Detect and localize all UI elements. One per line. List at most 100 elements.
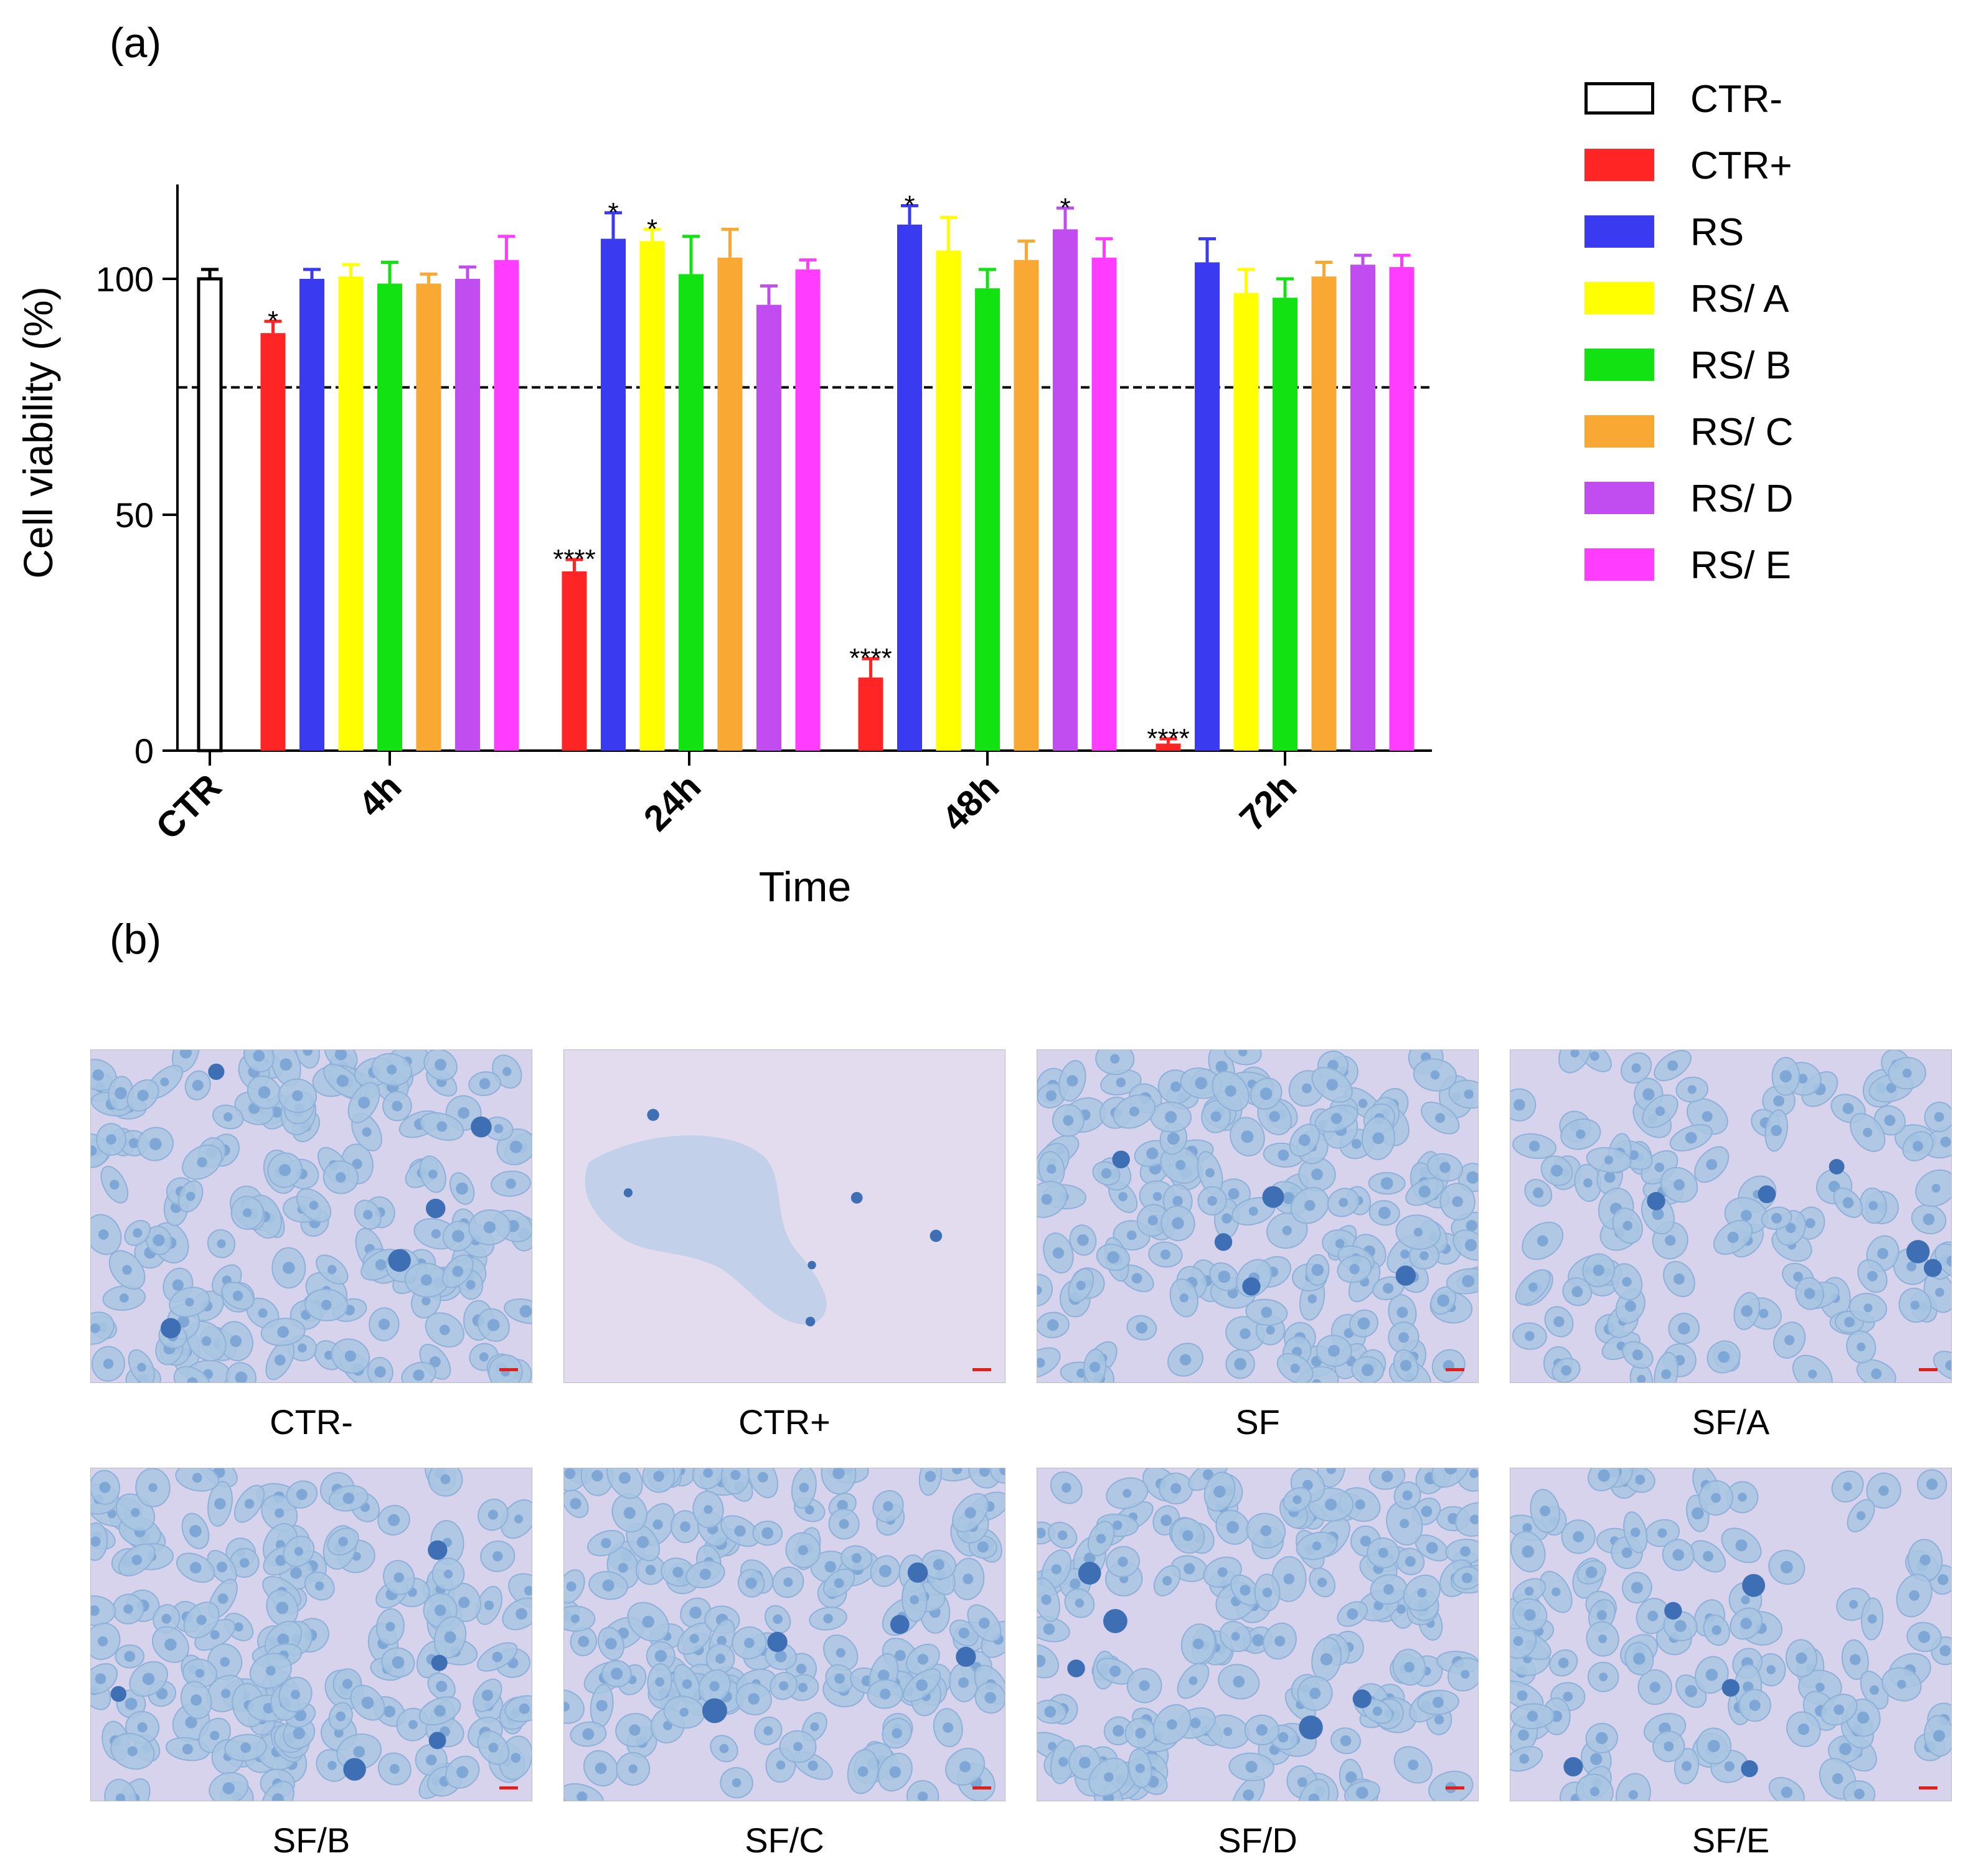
legend-swatch	[1584, 482, 1654, 514]
bar	[299, 279, 324, 751]
legend-item: RS	[1584, 200, 1933, 267]
panel-b-label: (b)	[110, 916, 162, 963]
bar	[639, 241, 665, 751]
bar	[936, 250, 961, 751]
legend-label: RS	[1690, 211, 1744, 254]
scale-bar	[1446, 1368, 1464, 1371]
micrograph-image	[1510, 1049, 1952, 1383]
significance-label: *	[904, 190, 915, 221]
micrograph-image	[1510, 1468, 1952, 1801]
legend-item: CTR+	[1584, 134, 1933, 200]
bar	[601, 238, 626, 751]
legend-swatch	[1584, 282, 1654, 314]
legend-swatch	[1584, 215, 1654, 248]
legend-label: RS/ D	[1690, 477, 1794, 520]
panel-a-label: (a)	[110, 19, 162, 67]
legend-swatch	[1584, 82, 1654, 115]
x-tick-label: 4h	[351, 766, 409, 825]
legend-swatch	[1584, 548, 1654, 581]
legend-label: CTR+	[1690, 144, 1792, 187]
significance-label: *	[647, 213, 657, 244]
bar	[717, 257, 743, 751]
micrograph-image	[90, 1049, 532, 1383]
bar	[260, 333, 286, 751]
significance-label: *	[608, 197, 618, 228]
legend-label: RS/ E	[1690, 544, 1791, 587]
micrograph-image	[1037, 1468, 1479, 1801]
micrograph-image	[563, 1049, 1005, 1383]
micrograph-image	[563, 1468, 1005, 1801]
bar	[1014, 260, 1039, 751]
bar	[1273, 298, 1297, 751]
scale-bar	[499, 1368, 518, 1371]
legend-label: RS/ A	[1690, 278, 1789, 321]
bar	[1091, 257, 1117, 751]
bar	[795, 269, 821, 751]
bar	[1311, 276, 1337, 751]
bar	[756, 304, 781, 751]
micrograph-image	[1037, 1049, 1479, 1383]
bar	[494, 260, 519, 751]
bar	[975, 288, 1000, 751]
legend-item: RS/ D	[1584, 467, 1933, 533]
bar	[1195, 262, 1220, 751]
scale-bar	[1446, 1786, 1464, 1789]
micrograph-caption: SF/E	[1692, 1821, 1770, 1860]
significance-label: *	[1060, 192, 1070, 223]
bar	[1350, 265, 1375, 751]
scale-bar	[972, 1368, 991, 1371]
bar	[1053, 229, 1078, 751]
bar	[897, 224, 922, 751]
bar	[338, 276, 364, 751]
legend-item: RS/ B	[1584, 334, 1933, 400]
micrograph-caption: SF	[1235, 1402, 1280, 1442]
legend-item: RS/ A	[1584, 267, 1933, 334]
legend-item: CTR-	[1584, 67, 1933, 134]
micrograph-caption: SF/D	[1218, 1821, 1297, 1860]
bar	[1233, 293, 1259, 751]
significance-label: ****	[849, 643, 892, 673]
micrograph-caption: SF/C	[745, 1821, 824, 1860]
legend-swatch	[1584, 415, 1654, 448]
scale-bar	[972, 1786, 991, 1789]
significance-label: *	[268, 306, 278, 336]
bar	[858, 677, 883, 751]
scale-bar	[1919, 1786, 1937, 1789]
legend-label: RS/ B	[1690, 344, 1791, 387]
x-tick-label: CTR	[148, 766, 229, 847]
bar	[455, 279, 480, 751]
legend-swatch	[1584, 149, 1654, 181]
legend-label: RS/ C	[1690, 411, 1794, 454]
micrograph-caption: CTR+	[738, 1402, 831, 1442]
bar	[562, 571, 587, 751]
micrograph-image	[90, 1468, 532, 1801]
x-tick-label: 24h	[636, 766, 709, 839]
y-tick-label: 50	[115, 495, 154, 535]
micrograph-caption: SF/B	[272, 1821, 351, 1860]
chart-legend: CTR- CTR+ RS RS/ A RS/ B RS/ C RS/ D RS/ E	[1584, 67, 1933, 600]
significance-label: ****	[553, 544, 596, 575]
significance-label: ****	[1147, 723, 1190, 754]
x-tick-label: 48h	[935, 766, 1007, 839]
chart-bars: ************** ***	[197, 190, 1415, 754]
bar	[679, 274, 704, 751]
scale-bar	[499, 1786, 518, 1789]
y-tick-label: 100	[96, 260, 154, 299]
bar	[1389, 267, 1415, 751]
legend-swatch	[1584, 349, 1654, 381]
scale-bar	[1919, 1368, 1937, 1371]
bar	[377, 283, 402, 751]
micrograph-caption: SF/A	[1692, 1402, 1770, 1442]
x-tick-label: 72h	[1232, 766, 1305, 839]
bar	[1156, 743, 1181, 751]
x-axis-label: Time	[759, 863, 852, 909]
y-tick-label: 0	[134, 731, 154, 771]
bar	[197, 277, 223, 753]
legend-item: RS/ C	[1584, 400, 1933, 467]
bar	[416, 283, 441, 751]
micrograph-caption: CTR-	[270, 1402, 353, 1442]
legend-item: RS/ E	[1584, 533, 1933, 600]
legend-label: CTR-	[1690, 78, 1783, 121]
y-axis-label: Cell viability (%)	[15, 286, 61, 578]
